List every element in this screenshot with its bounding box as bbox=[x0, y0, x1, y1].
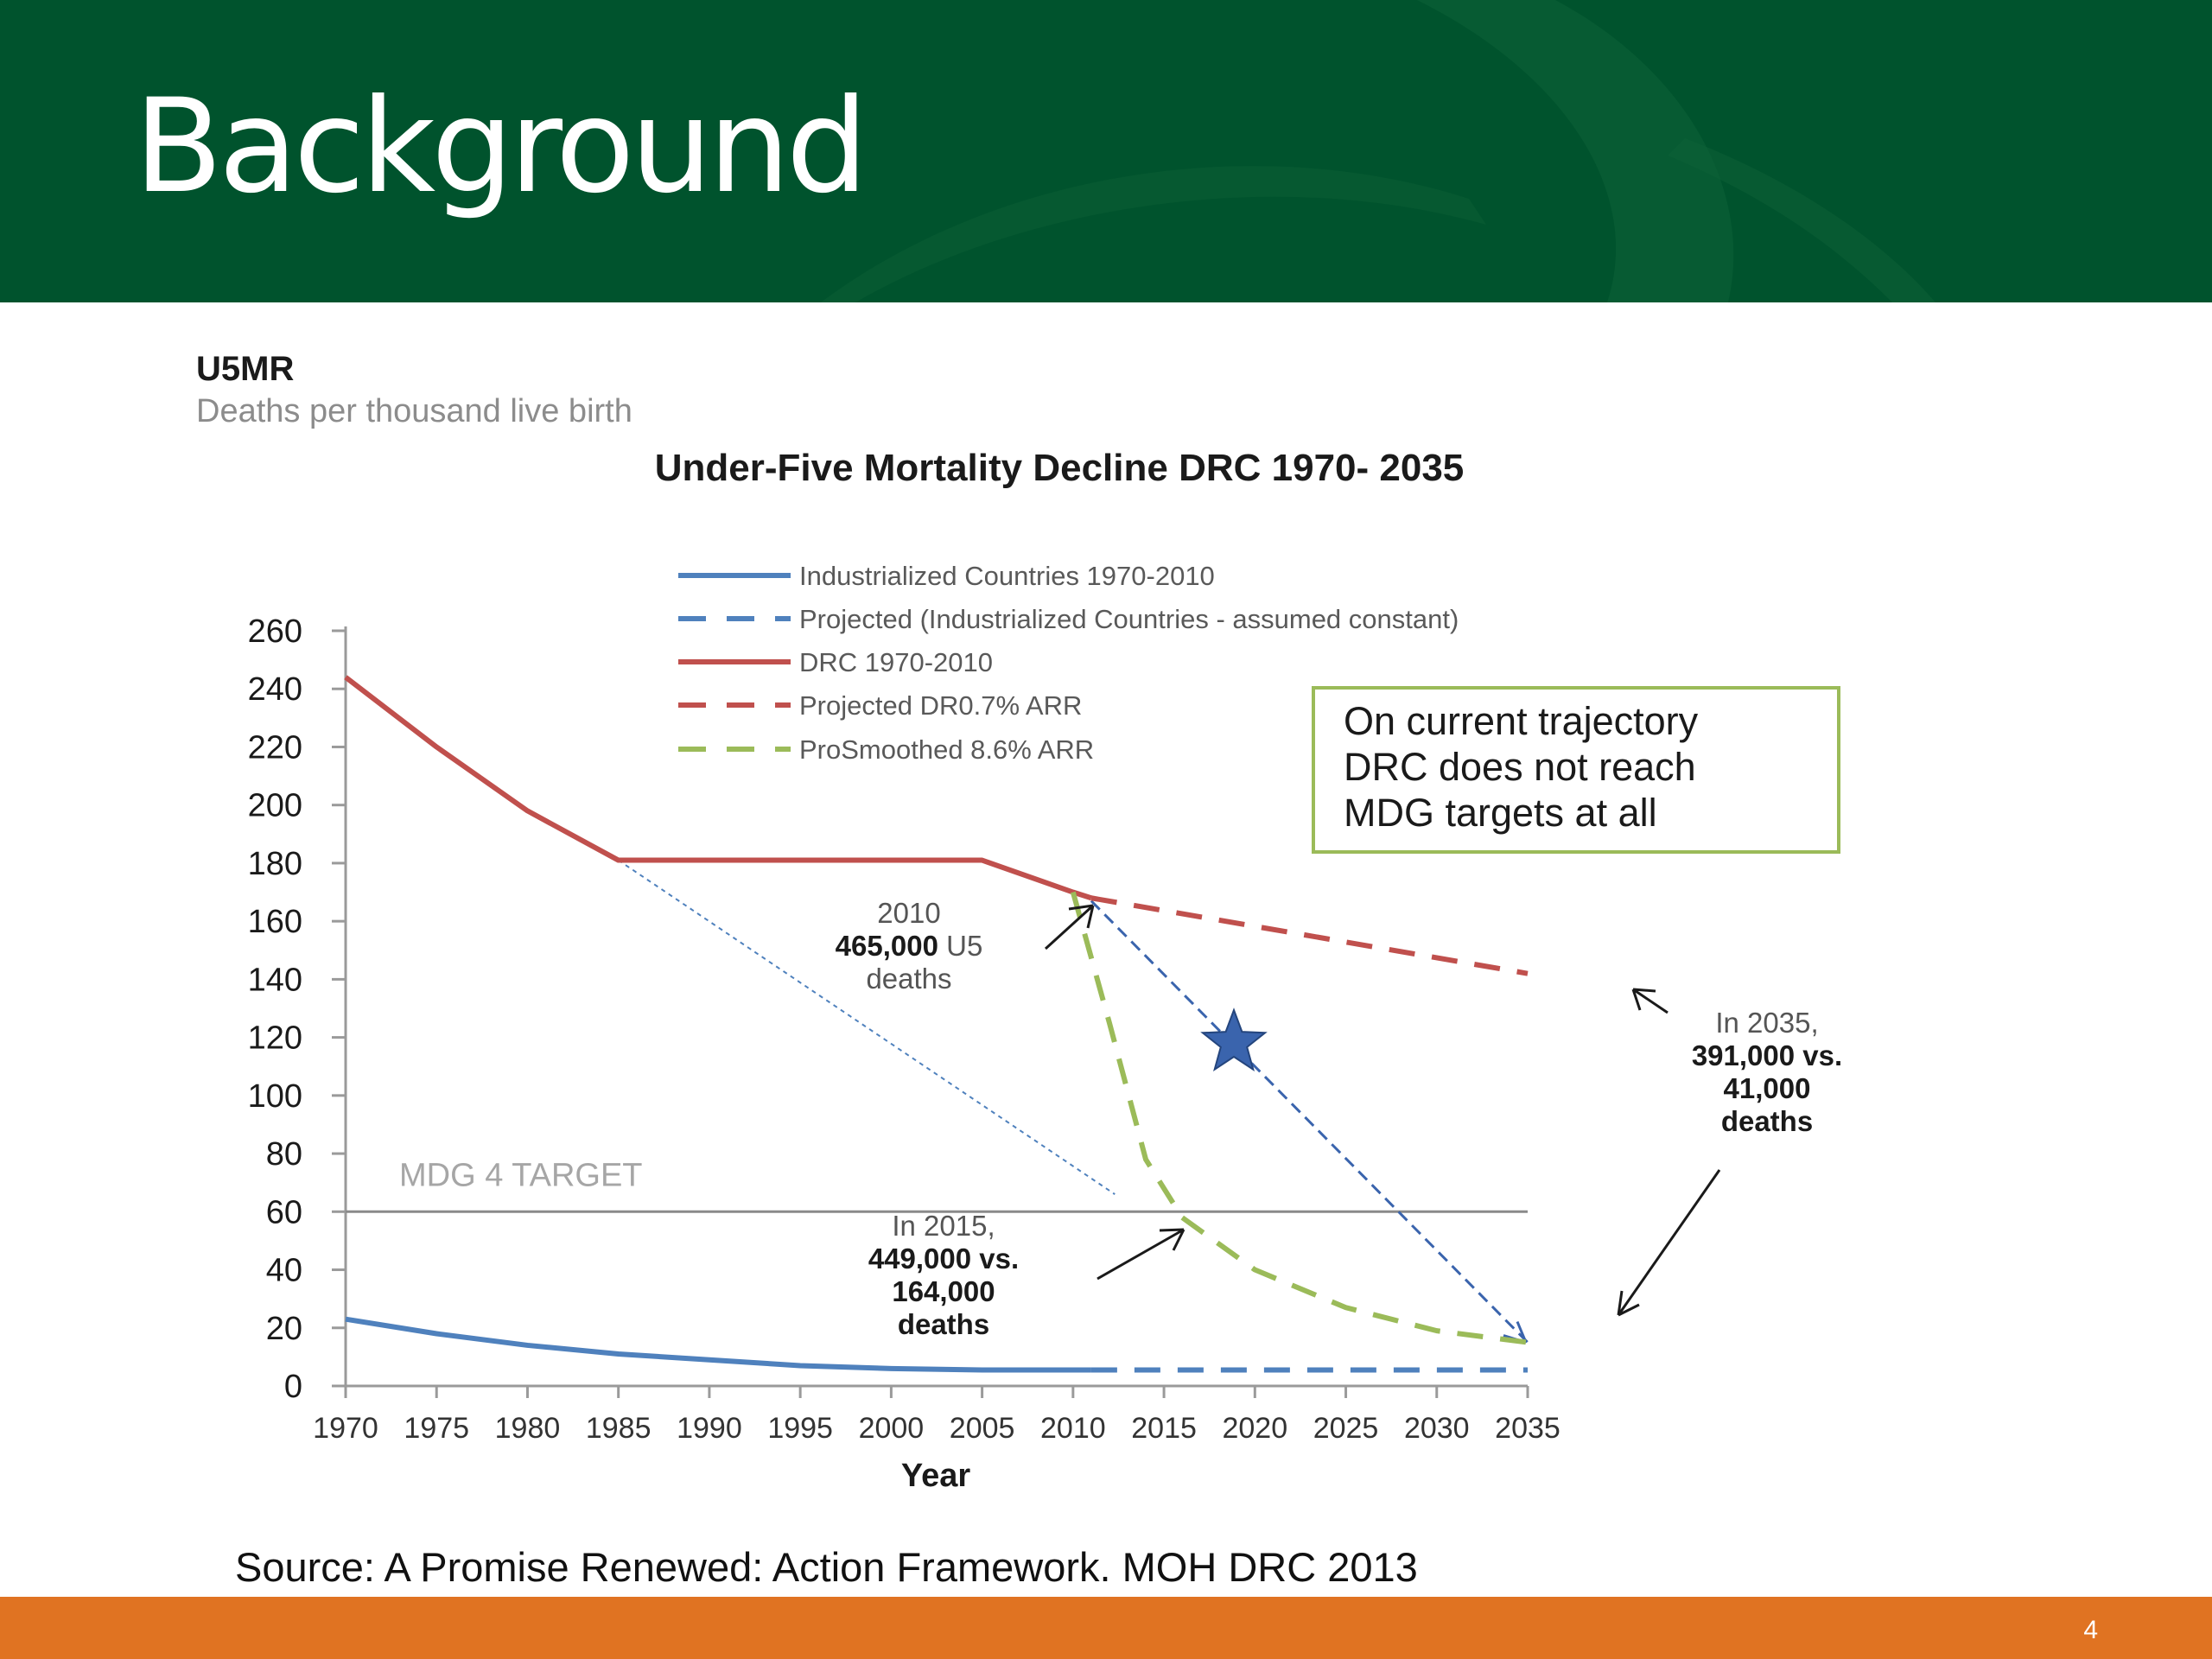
footer-bar bbox=[0, 1597, 2212, 1659]
annotation-2010-year: 2010 bbox=[877, 897, 940, 929]
slide-header: Background bbox=[0, 0, 2212, 302]
y-tick-label: 140 bbox=[248, 962, 302, 998]
y-axis-title: U5MR bbox=[196, 350, 294, 388]
trend-dotted-line bbox=[618, 859, 1116, 1195]
y-tick-label: 220 bbox=[248, 729, 302, 766]
mdg-target-label: MDG 4 TARGET bbox=[399, 1157, 643, 1193]
annotation-2035-up-arrow bbox=[1631, 988, 1669, 1014]
legend-label-0: Industrialized Countries 1970-2010 bbox=[799, 561, 1215, 591]
y-tick-label: 60 bbox=[266, 1194, 302, 1230]
x-tick-label: 1975 bbox=[404, 1412, 469, 1445]
x-tick-label: 1990 bbox=[677, 1412, 742, 1445]
target-trajectory-line bbox=[1090, 899, 1529, 1344]
y-tick-label: 260 bbox=[248, 613, 302, 650]
y-tick-label: 80 bbox=[266, 1136, 302, 1173]
x-tick-label: 1980 bbox=[495, 1412, 561, 1445]
y-axis-subtitle: Deaths per thousand live birth bbox=[196, 393, 632, 429]
x-tick-label: 2020 bbox=[1222, 1412, 1287, 1445]
x-tick-label: 2025 bbox=[1313, 1412, 1379, 1445]
callout-box bbox=[1312, 686, 1840, 854]
x-tick-label: 1985 bbox=[586, 1412, 652, 1445]
x-tick-label: 1995 bbox=[767, 1412, 833, 1445]
legend-label-2: DRC 1970-2010 bbox=[799, 647, 993, 677]
legend-label-1: Projected (Industrialized Countries - as… bbox=[799, 604, 1459, 634]
annotation-2010-count: 465,000 U5 bbox=[836, 930, 983, 962]
slide-title: Background bbox=[134, 72, 868, 222]
page-number: 4 bbox=[2083, 1616, 2098, 1644]
series-line-2 bbox=[344, 675, 1092, 901]
series-line-0 bbox=[345, 1316, 1091, 1373]
callout-text-line: DRC does not reach bbox=[1344, 745, 1696, 789]
series-line-3 bbox=[1090, 895, 1529, 976]
annotation-2010-deaths: deaths bbox=[866, 963, 951, 995]
x-tick-label: 2000 bbox=[859, 1412, 925, 1445]
annotation-2035-line4: deaths bbox=[1721, 1105, 1813, 1137]
callout-text-line: MDG targets at all bbox=[1344, 791, 1657, 835]
annotation-2035-line1: In 2035, bbox=[1715, 1007, 1818, 1039]
x-tick-label: 2005 bbox=[950, 1412, 1015, 1445]
y-tick-label: 120 bbox=[248, 1020, 302, 1057]
u5mr-chart: U5MR Deaths per thousand live birth Under-… bbox=[196, 350, 1842, 1494]
annotation-2035-down-arrow bbox=[1617, 1169, 1721, 1317]
y-tick-label: 100 bbox=[248, 1078, 302, 1115]
chart-title: Under-Five Mortality Decline DRC 1970- 2… bbox=[655, 447, 1465, 489]
source-citation: Source: A Promise Renewed: Action Framew… bbox=[235, 1544, 1418, 1590]
x-tick-label: 2030 bbox=[1404, 1412, 1470, 1445]
y-tick-label: 240 bbox=[248, 671, 302, 708]
y-tick-label: 160 bbox=[248, 904, 302, 940]
header-swoosh-decoration bbox=[821, 0, 1936, 302]
y-tick-label: 200 bbox=[248, 788, 302, 824]
legend-label-3: Projected DR0.7% ARR bbox=[799, 690, 1082, 721]
y-tick-label: 0 bbox=[284, 1369, 302, 1405]
annotation-2035-line2: 391,000 vs. bbox=[1692, 1039, 1842, 1071]
x-tick-label: 1970 bbox=[313, 1412, 378, 1445]
annotation-2015-line2: 449,000 vs. bbox=[868, 1243, 1019, 1274]
star-icon bbox=[1200, 1007, 1268, 1071]
annotation-2035-line3: 41,000 bbox=[1724, 1072, 1811, 1104]
x-tick-label: 2010 bbox=[1040, 1412, 1106, 1445]
y-tick-label: 40 bbox=[266, 1253, 302, 1289]
series-line-4 bbox=[1070, 891, 1529, 1345]
annotation-2015-line1: In 2015, bbox=[892, 1210, 995, 1242]
y-tick-label: 180 bbox=[248, 846, 302, 882]
annotation-2015-line3: 164,000 bbox=[892, 1275, 995, 1307]
annotation-2015-arrow bbox=[1096, 1228, 1185, 1281]
x-tick-label: 2015 bbox=[1131, 1412, 1197, 1445]
callout-text-line: On current trajectory bbox=[1344, 699, 1699, 743]
x-tick-label: 2035 bbox=[1495, 1412, 1560, 1445]
y-tick-label: 20 bbox=[266, 1311, 302, 1347]
x-axis-title: Year bbox=[901, 1458, 971, 1494]
legend-label-4: ProSmoothed 8.6% ARR bbox=[799, 734, 1094, 765]
annotation-2010-arrow bbox=[1044, 904, 1095, 950]
annotation-2015-line4: deaths bbox=[898, 1308, 989, 1340]
